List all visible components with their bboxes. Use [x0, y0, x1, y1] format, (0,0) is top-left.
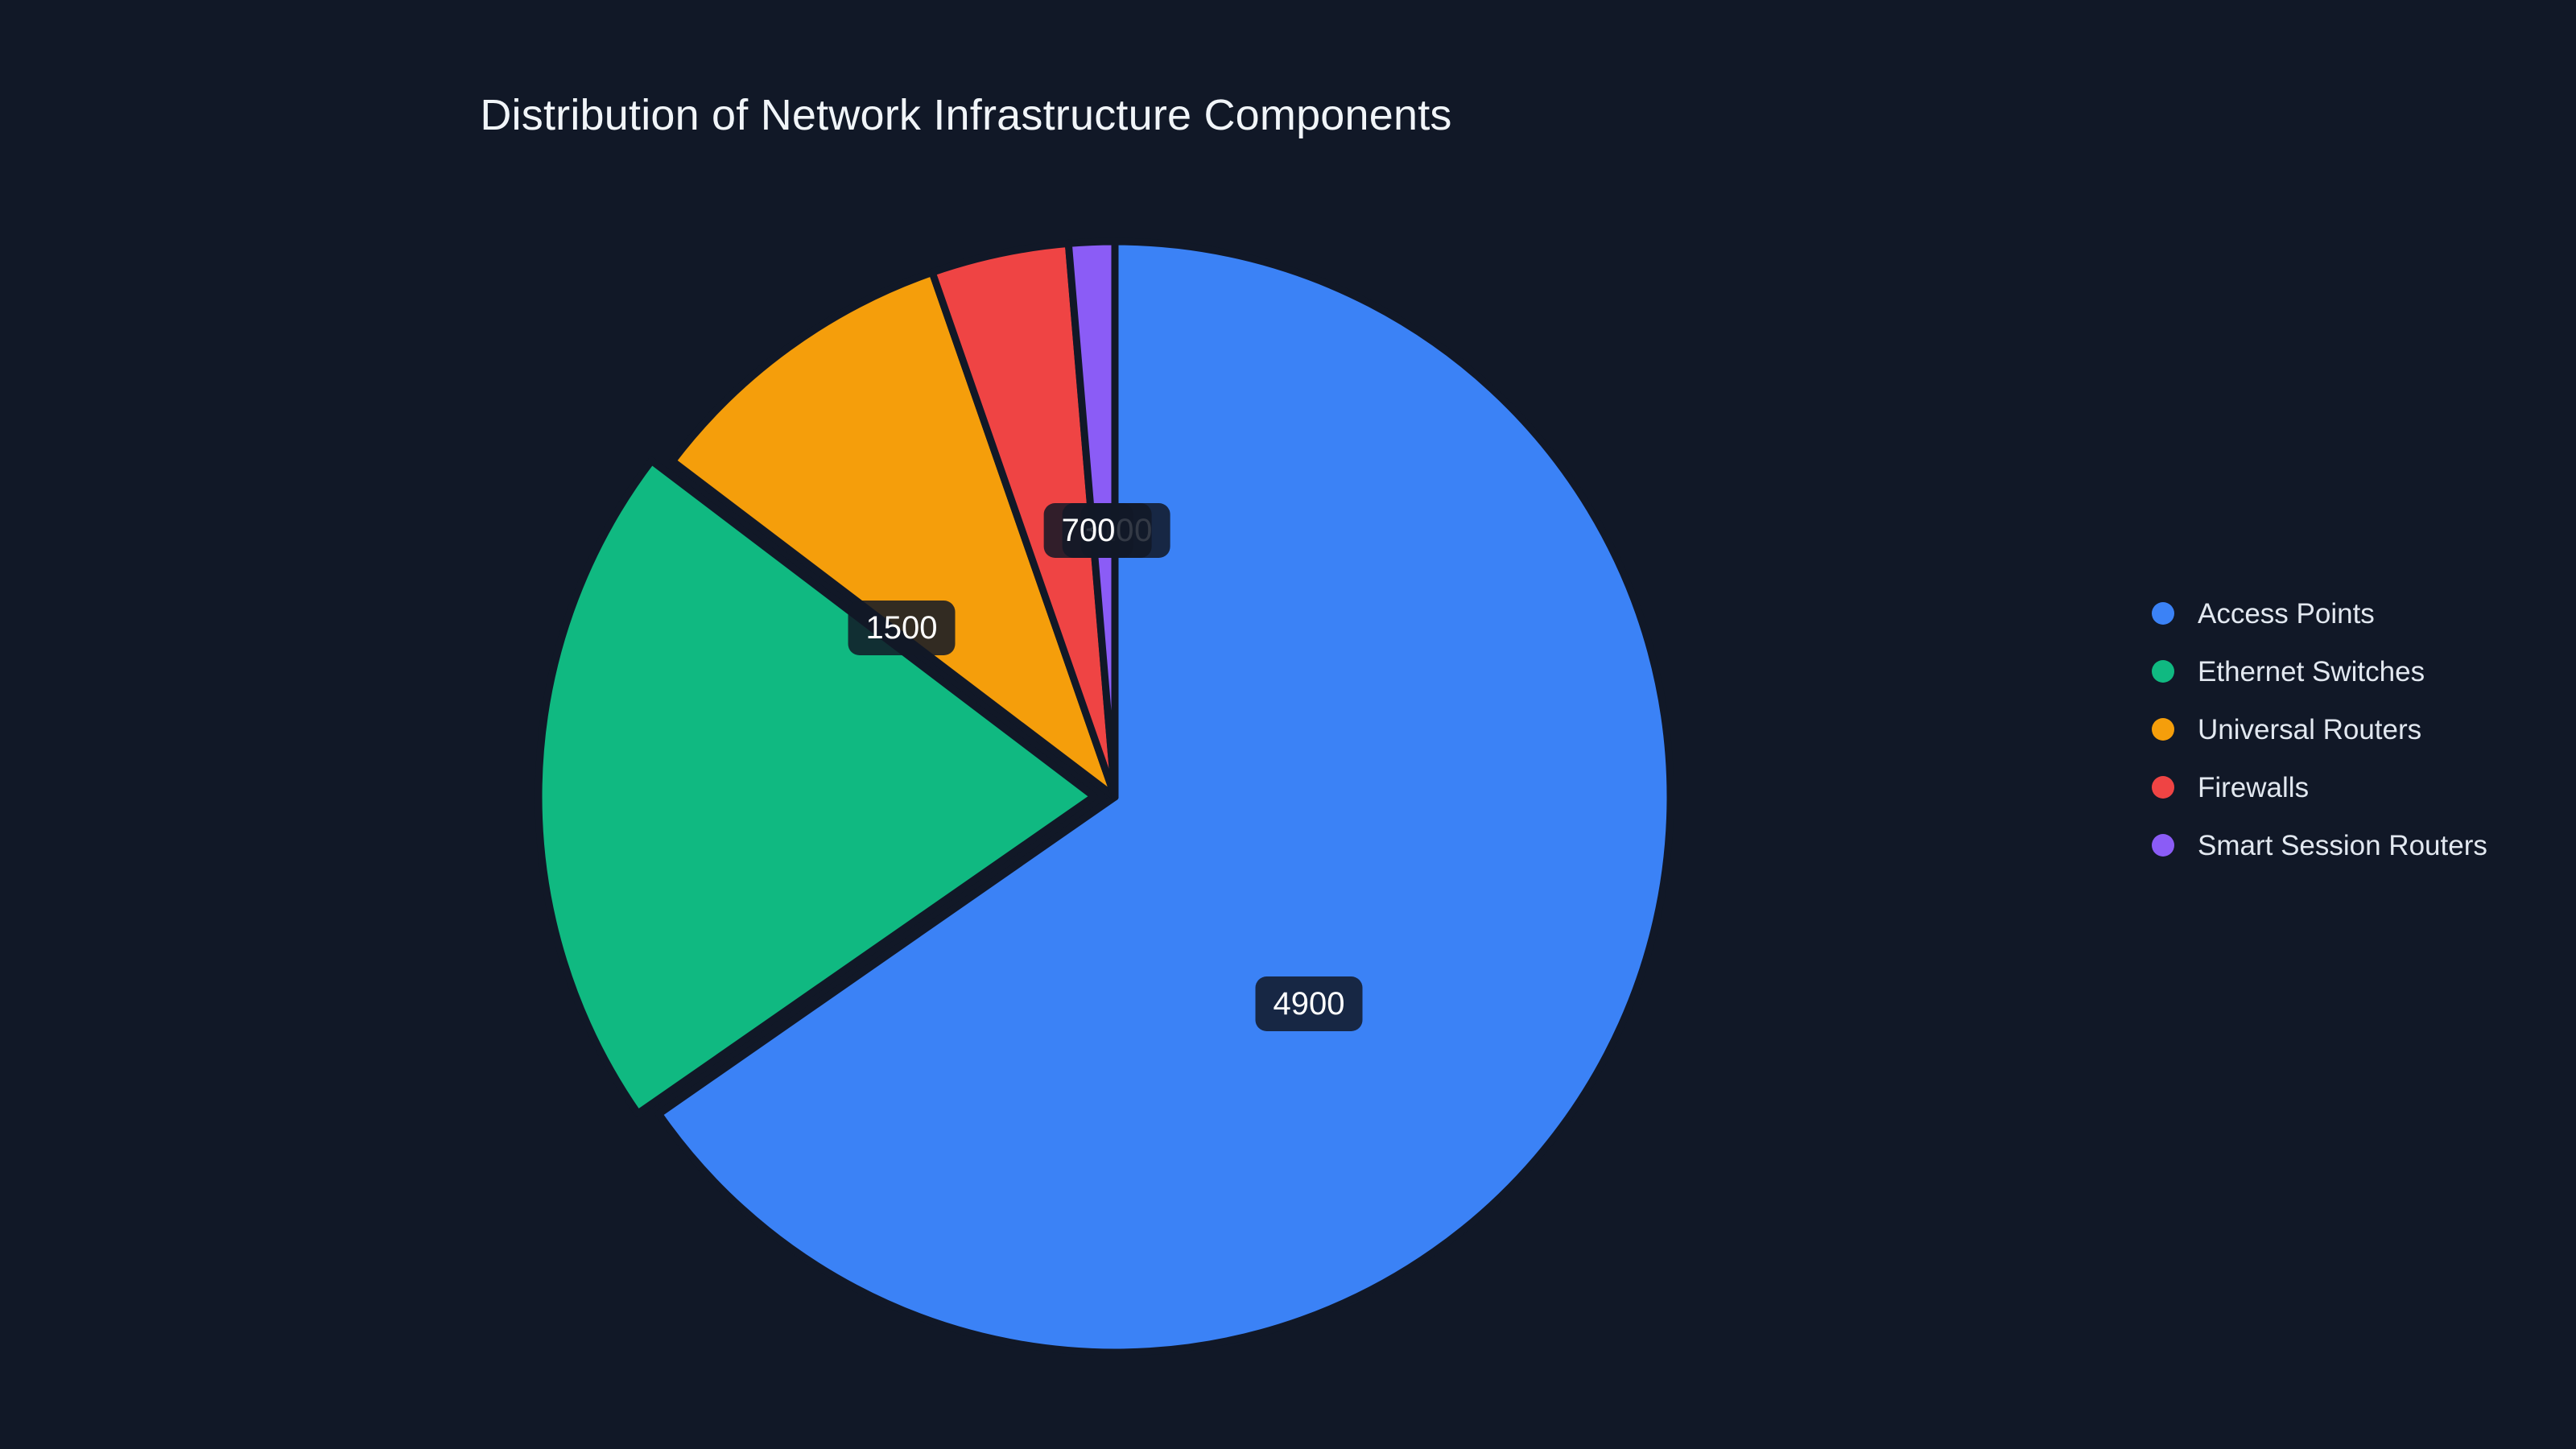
pie-plot-area: 100 300 700 1500 4900	[535, 237, 1674, 1356]
legend-item-universal-routers[interactable]: Universal Routers	[2152, 700, 2487, 758]
pie-slice-universal-routers[interactable]	[668, 268, 1119, 801]
legend-item-smart-session-routers[interactable]: Smart Session Routers	[2152, 816, 2487, 874]
legend-item-access-points[interactable]: Access Points	[2152, 584, 2487, 642]
legend-item-ethernet-switches[interactable]: Ethernet Switches	[2152, 642, 2487, 700]
legend-swatch-icon	[2152, 718, 2174, 741]
pie-slice-group	[535, 237, 1674, 1356]
chart-legend: Access Points Ethernet Switches Universal …	[2152, 584, 2487, 874]
legend-swatch-icon	[2152, 660, 2174, 683]
legend-item-label: Ethernet Switches	[2198, 655, 2425, 687]
pie-slice-access-points[interactable]	[654, 237, 1674, 1356]
legend-item-firewalls[interactable]: Firewalls	[2152, 758, 2487, 816]
page-title: Distribution of Network Infrastructure C…	[480, 91, 1452, 139]
pie-svg	[535, 237, 1674, 1356]
legend-item-label: Universal Routers	[2198, 713, 2422, 745]
pie-slice-ethernet-switches[interactable]	[535, 456, 1098, 1117]
legend-swatch-icon	[2152, 602, 2174, 625]
legend-item-label: Access Points	[2198, 597, 2375, 630]
legend-item-label: Firewalls	[2198, 771, 2310, 803]
legend-swatch-icon	[2152, 776, 2174, 799]
legend-item-label: Smart Session Routers	[2198, 829, 2487, 861]
legend-swatch-icon	[2152, 834, 2174, 857]
